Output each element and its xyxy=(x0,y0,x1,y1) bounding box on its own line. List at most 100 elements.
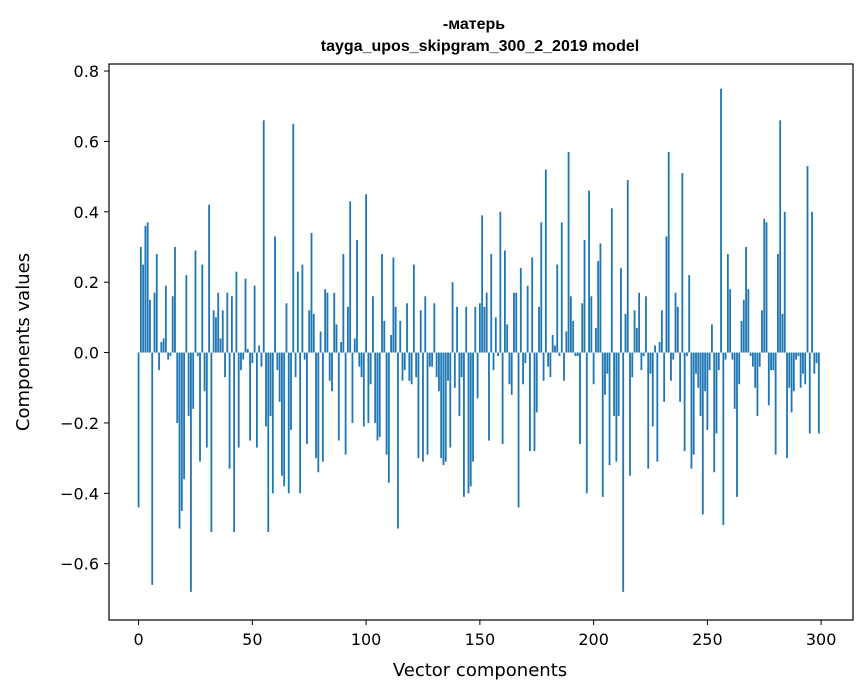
x-axis: 0 50 100 150 200 250 300 xyxy=(133,620,836,649)
bar-67 xyxy=(290,352,292,430)
bar-40 xyxy=(228,352,231,469)
bar-200 xyxy=(592,352,595,385)
bar-251 xyxy=(708,352,711,371)
bar-252 xyxy=(711,324,713,353)
bar-223 xyxy=(645,296,647,353)
bar-7 xyxy=(153,292,156,353)
bar-206 xyxy=(606,352,609,374)
bar-11 xyxy=(162,338,165,353)
x-tick-label-300: 300 xyxy=(806,630,837,649)
bar-186 xyxy=(560,222,563,353)
bar-135 xyxy=(444,352,447,462)
bar-4 xyxy=(146,222,149,353)
bar-282 xyxy=(779,120,782,353)
bar-102 xyxy=(369,352,372,385)
bar-198 xyxy=(588,190,590,353)
bar-156 xyxy=(492,352,495,371)
bar-48 xyxy=(246,349,249,353)
bar-201 xyxy=(594,327,597,353)
bar-105 xyxy=(376,352,379,441)
bar-6 xyxy=(151,352,154,585)
bar-125 xyxy=(422,352,424,462)
bar-144 xyxy=(465,306,468,353)
bar-222 xyxy=(642,352,645,357)
bar-271 xyxy=(754,352,757,388)
bar-258 xyxy=(724,352,727,360)
bar-36 xyxy=(219,338,222,353)
bar-128 xyxy=(428,352,431,367)
bar-281 xyxy=(777,254,779,353)
bar-293 xyxy=(804,352,807,385)
bar-207 xyxy=(608,352,611,466)
chart-title: -матерь xyxy=(443,16,505,33)
bar-268 xyxy=(747,289,750,353)
bar-185 xyxy=(558,352,561,357)
bar-202 xyxy=(597,261,600,353)
bar-146 xyxy=(469,352,472,487)
bar-265 xyxy=(740,320,743,353)
bar-104 xyxy=(374,352,377,423)
bar-154 xyxy=(488,352,490,441)
bar-188 xyxy=(565,331,568,353)
bar-141 xyxy=(458,352,461,416)
bar-115 xyxy=(399,320,402,353)
bar-241 xyxy=(686,352,688,357)
bar-291 xyxy=(799,352,802,388)
bar-214 xyxy=(624,313,627,353)
bar-139 xyxy=(453,352,456,388)
bar-237 xyxy=(676,306,679,353)
bar-85 xyxy=(331,352,333,392)
bar-122 xyxy=(415,352,418,378)
bar-32 xyxy=(210,352,213,533)
bar-25 xyxy=(194,250,197,353)
bar-290 xyxy=(797,352,800,357)
bar-52 xyxy=(255,352,258,448)
bar-137 xyxy=(449,352,452,448)
bar-160 xyxy=(501,352,504,445)
bar-118 xyxy=(406,303,408,353)
bar-250 xyxy=(706,352,709,430)
y-tick-label-3: 0.0 xyxy=(74,344,99,363)
bar-292 xyxy=(802,352,804,374)
bar-151 xyxy=(481,215,484,353)
bar-196 xyxy=(583,239,586,353)
bar-263 xyxy=(736,352,738,497)
bar-140 xyxy=(456,306,459,353)
y-tick-label-4: 0.2 xyxy=(74,273,99,292)
bar-15 xyxy=(171,296,174,353)
bar-51 xyxy=(253,285,256,353)
bar-256 xyxy=(720,88,722,353)
bar-21 xyxy=(185,275,188,353)
bar-series xyxy=(137,88,820,592)
bar-216 xyxy=(629,352,631,476)
bar-110 xyxy=(387,352,390,483)
bar-224 xyxy=(647,352,650,469)
bar-31 xyxy=(208,204,211,353)
x-tick-label-250: 250 xyxy=(692,630,723,649)
bar-279 xyxy=(772,352,775,371)
bar-161 xyxy=(503,250,506,353)
bar-3 xyxy=(144,225,147,353)
bar-101 xyxy=(367,352,370,423)
bar-92 xyxy=(346,306,349,353)
bar-149 xyxy=(476,352,479,399)
bar-107 xyxy=(381,254,383,353)
bar-86 xyxy=(333,292,336,353)
bar-117 xyxy=(403,352,406,371)
bar-257 xyxy=(722,352,725,525)
bar-106 xyxy=(378,352,381,438)
bar-131 xyxy=(435,352,438,378)
bar-264 xyxy=(738,352,741,385)
bar-18 xyxy=(178,352,181,529)
x-tick-label-100: 100 xyxy=(351,630,382,649)
bar-278 xyxy=(770,352,772,371)
bar-1 xyxy=(139,246,142,353)
bar-38 xyxy=(224,352,226,378)
bar-70 xyxy=(296,271,299,353)
bar-34 xyxy=(215,317,217,353)
bar-103 xyxy=(372,296,374,353)
bar-170 xyxy=(524,352,527,364)
bar-27 xyxy=(199,352,201,462)
bar-22 xyxy=(187,352,190,416)
